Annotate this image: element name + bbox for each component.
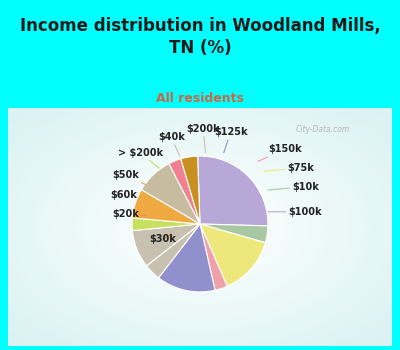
Text: City-Data.com: City-Data.com bbox=[296, 125, 350, 134]
Text: All residents: All residents bbox=[156, 92, 244, 105]
Text: $30k: $30k bbox=[149, 234, 176, 244]
Wedge shape bbox=[132, 224, 200, 266]
Wedge shape bbox=[169, 159, 200, 224]
Text: $150k: $150k bbox=[258, 144, 302, 161]
Text: $75k: $75k bbox=[264, 163, 314, 173]
Text: $10k: $10k bbox=[268, 182, 319, 192]
Text: $100k: $100k bbox=[268, 207, 322, 217]
Text: $20k: $20k bbox=[112, 209, 146, 219]
Text: $40k: $40k bbox=[158, 132, 185, 156]
Wedge shape bbox=[132, 218, 200, 231]
Wedge shape bbox=[200, 224, 227, 290]
Text: $125k: $125k bbox=[214, 127, 247, 153]
Wedge shape bbox=[146, 224, 200, 278]
Wedge shape bbox=[158, 224, 215, 292]
Wedge shape bbox=[198, 156, 268, 226]
Text: $60k: $60k bbox=[110, 190, 142, 201]
Wedge shape bbox=[200, 224, 268, 243]
Text: $50k: $50k bbox=[112, 170, 146, 184]
Text: > $200k: > $200k bbox=[118, 148, 163, 168]
Text: $200k: $200k bbox=[186, 124, 220, 153]
Wedge shape bbox=[141, 163, 200, 224]
Text: Income distribution in Woodland Mills,
TN (%): Income distribution in Woodland Mills, T… bbox=[20, 17, 380, 57]
Wedge shape bbox=[132, 190, 200, 224]
Wedge shape bbox=[181, 156, 200, 224]
Wedge shape bbox=[200, 224, 265, 286]
